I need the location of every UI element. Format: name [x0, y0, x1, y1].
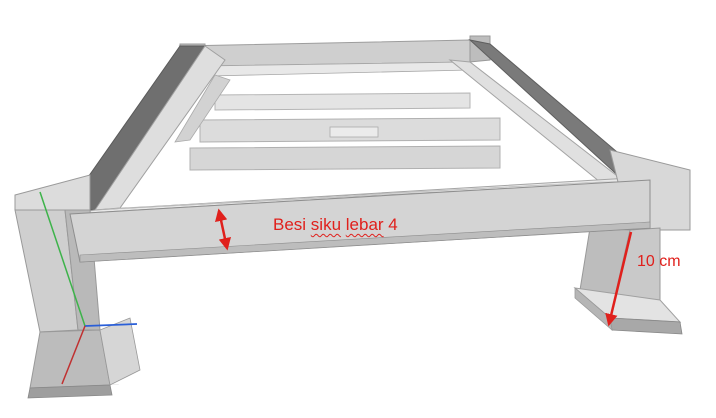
leg-height-arrow — [605, 231, 633, 327]
axis-x-line — [84, 323, 138, 327]
left-rail — [64, 45, 231, 211]
left-leg — [14, 174, 141, 399]
beam-width-arrow — [215, 208, 231, 251]
front-beam — [69, 179, 651, 263]
dimension-arrows — [215, 208, 633, 327]
back-rail — [178, 35, 491, 77]
axis-z-line — [61, 325, 86, 385]
right-leg — [573, 149, 691, 335]
leg-height-label: 10 cm — [637, 253, 681, 270]
axis-y-line — [39, 191, 86, 327]
angle-iron-label: Besi siku lebar 4 — [273, 215, 398, 234]
coordinate-axes — [39, 191, 138, 385]
lower-crossbars — [189, 92, 501, 171]
